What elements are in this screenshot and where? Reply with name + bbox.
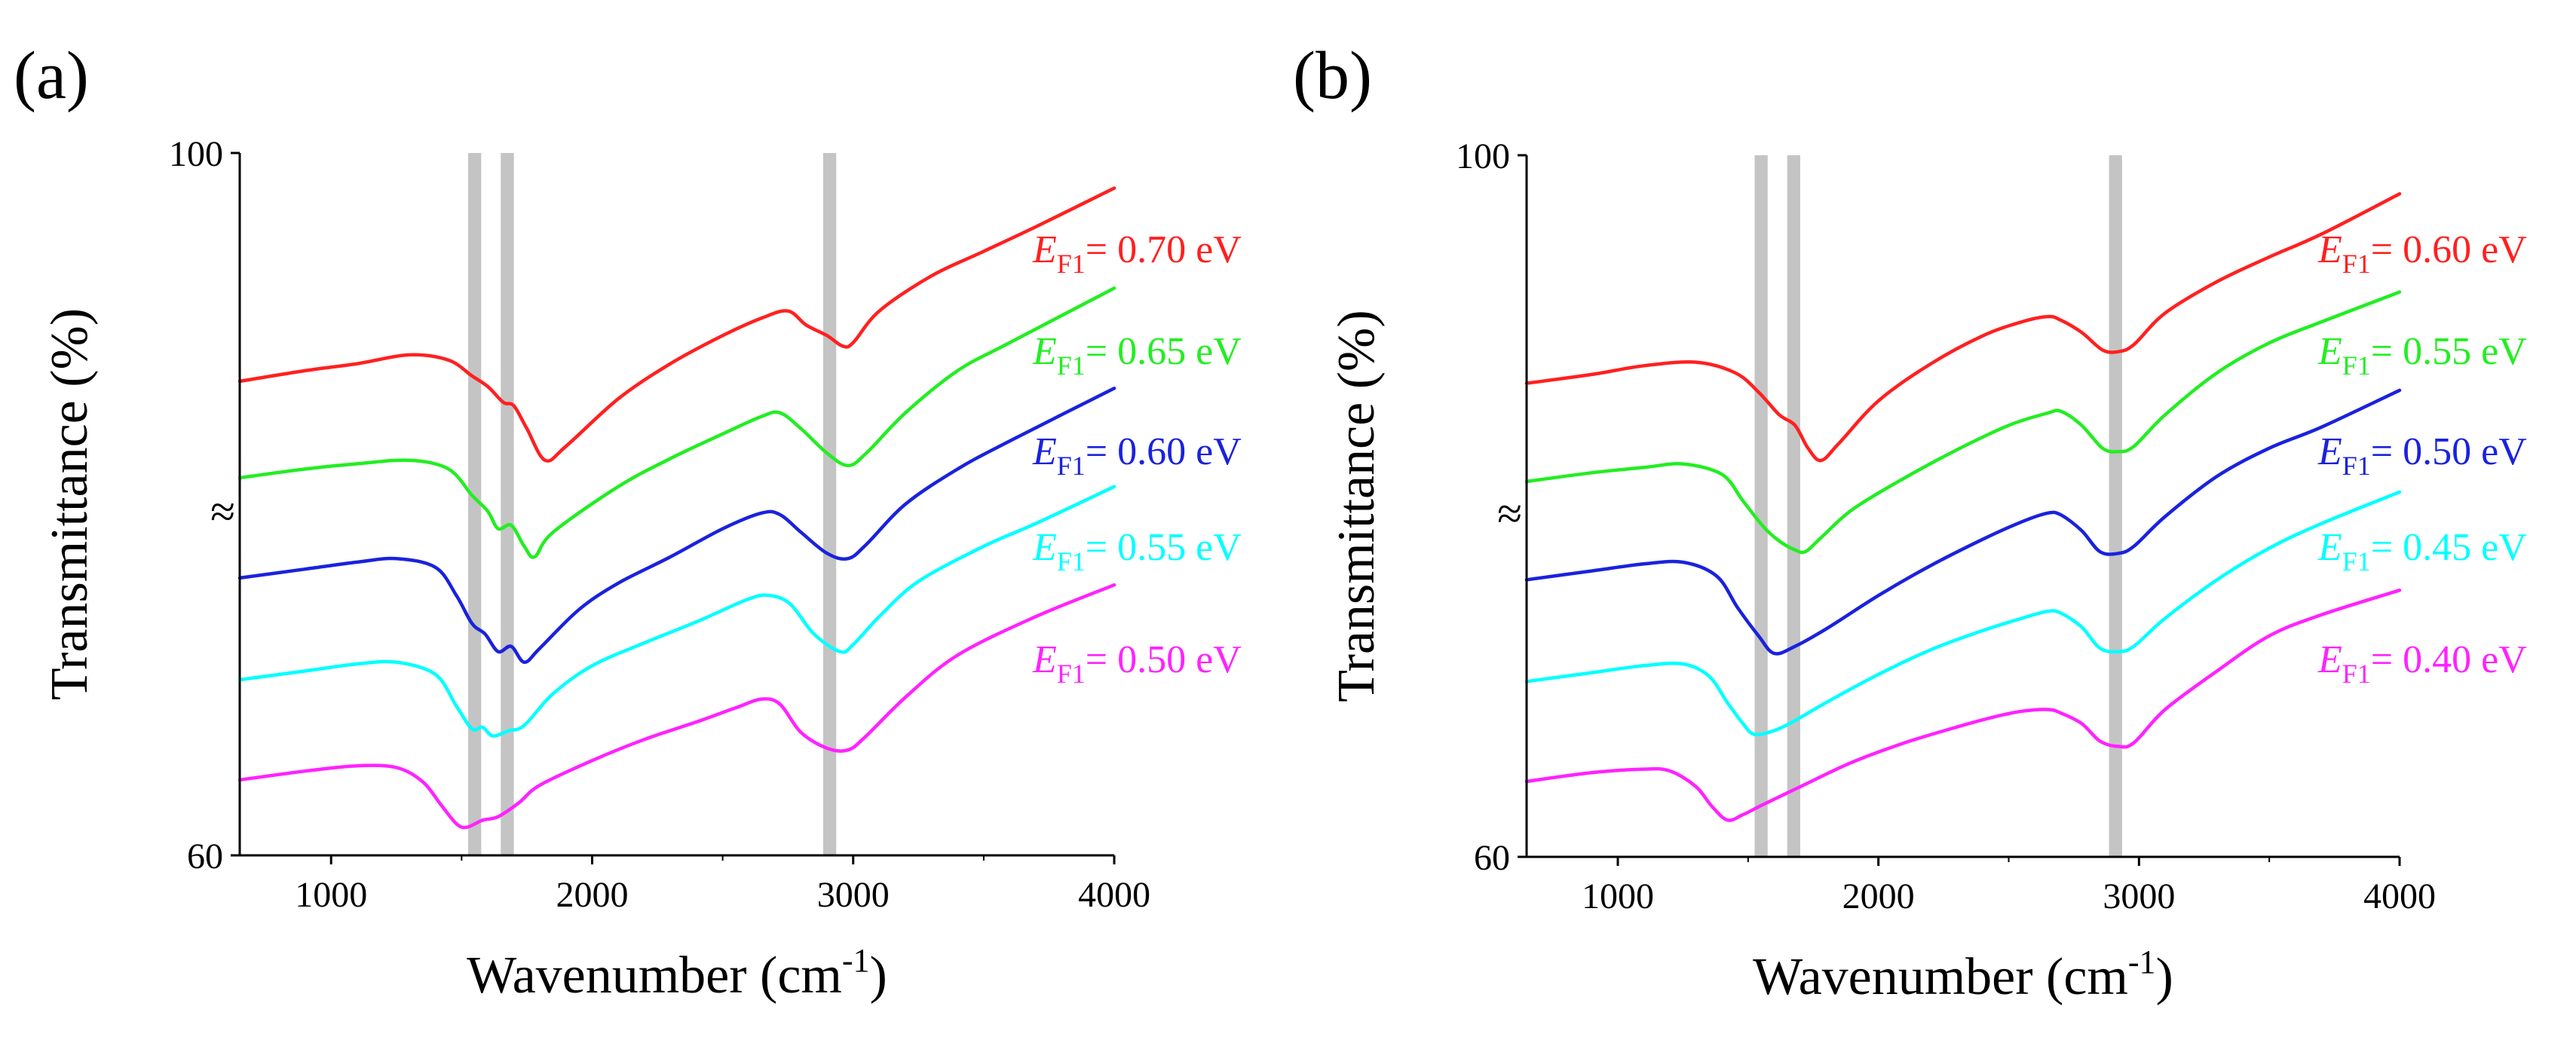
series-line-cyan	[237, 485, 1116, 738]
axis-break-symbol: ≈	[1497, 489, 1522, 539]
x-tick-label: 1000	[1582, 876, 1654, 916]
series-line-green	[1524, 290, 2402, 555]
series-label-cyan: EF1= 0.55 eV	[1032, 526, 1242, 577]
panel-a: 100 60 ≈1000 2000 3000 4000 Wavenumber (cm-1) T…	[14, 38, 1242, 1005]
x-tick-label: 4000	[2363, 876, 2436, 916]
series-line-blue	[237, 386, 1116, 664]
panel-label: (b)	[1293, 38, 1372, 113]
series-line-red	[237, 186, 1116, 463]
series-label-blue: EF1= 0.50 eV	[2317, 430, 2527, 481]
y-tick-label: 100	[169, 134, 223, 174]
x-tick-label: 3000	[817, 875, 890, 915]
panel-b: 100 60 ≈1000 2000 3000 4000 Wavenumber (cm-1) T…	[1293, 38, 2527, 1006]
y-tick-label: 60	[1474, 838, 1510, 878]
y-tick-label: 60	[187, 837, 223, 876]
series-label-green: EF1= 0.65 eV	[1032, 330, 1242, 381]
x-tick-label: 2000	[556, 875, 628, 915]
panel-label: (a)	[14, 38, 89, 113]
highlight-band	[2109, 155, 2122, 857]
series-line-red	[1524, 191, 2402, 463]
highlight-band	[1787, 155, 1800, 857]
y-axis-label: Transmittance (%)	[41, 308, 99, 700]
x-tick-label: 2000	[1842, 876, 1915, 916]
highlight-band	[501, 153, 514, 855]
x-tick-label: 3000	[2103, 876, 2175, 916]
x-tick-label: 4000	[1078, 875, 1150, 915]
series-line-cyan	[1524, 490, 2402, 737]
series-label-magenta: EF1= 0.50 eV	[1032, 638, 1242, 689]
series-label-red: EF1= 0.60 eV	[2317, 228, 2527, 279]
series-label-blue: EF1= 0.60 eV	[1032, 430, 1242, 481]
axis-break-symbol: ≈	[210, 487, 235, 537]
series-label-cyan: EF1= 0.45 eV	[2317, 526, 2527, 577]
x-axis-label: Wavenumber (cm-1)	[1753, 944, 2173, 1006]
series-label-green: EF1= 0.55 eV	[2317, 330, 2527, 381]
y-axis-label: Transmittance (%)	[1328, 310, 1386, 702]
series-line-magenta	[237, 583, 1116, 830]
series-label-magenta: EF1= 0.40 eV	[2317, 638, 2527, 689]
x-tick-label: 1000	[295, 875, 367, 915]
x-axis-label: Wavenumber (cm-1)	[467, 942, 887, 1005]
series-line-blue	[1524, 388, 2402, 656]
series-label-red: EF1= 0.70 eV	[1032, 228, 1242, 279]
highlight-band	[467, 153, 482, 855]
y-tick-label: 100	[1456, 136, 1510, 176]
highlight-band	[1754, 155, 1768, 857]
series-line-magenta	[1524, 588, 2402, 822]
highlight-band	[822, 153, 837, 855]
series-line-green	[237, 286, 1116, 559]
